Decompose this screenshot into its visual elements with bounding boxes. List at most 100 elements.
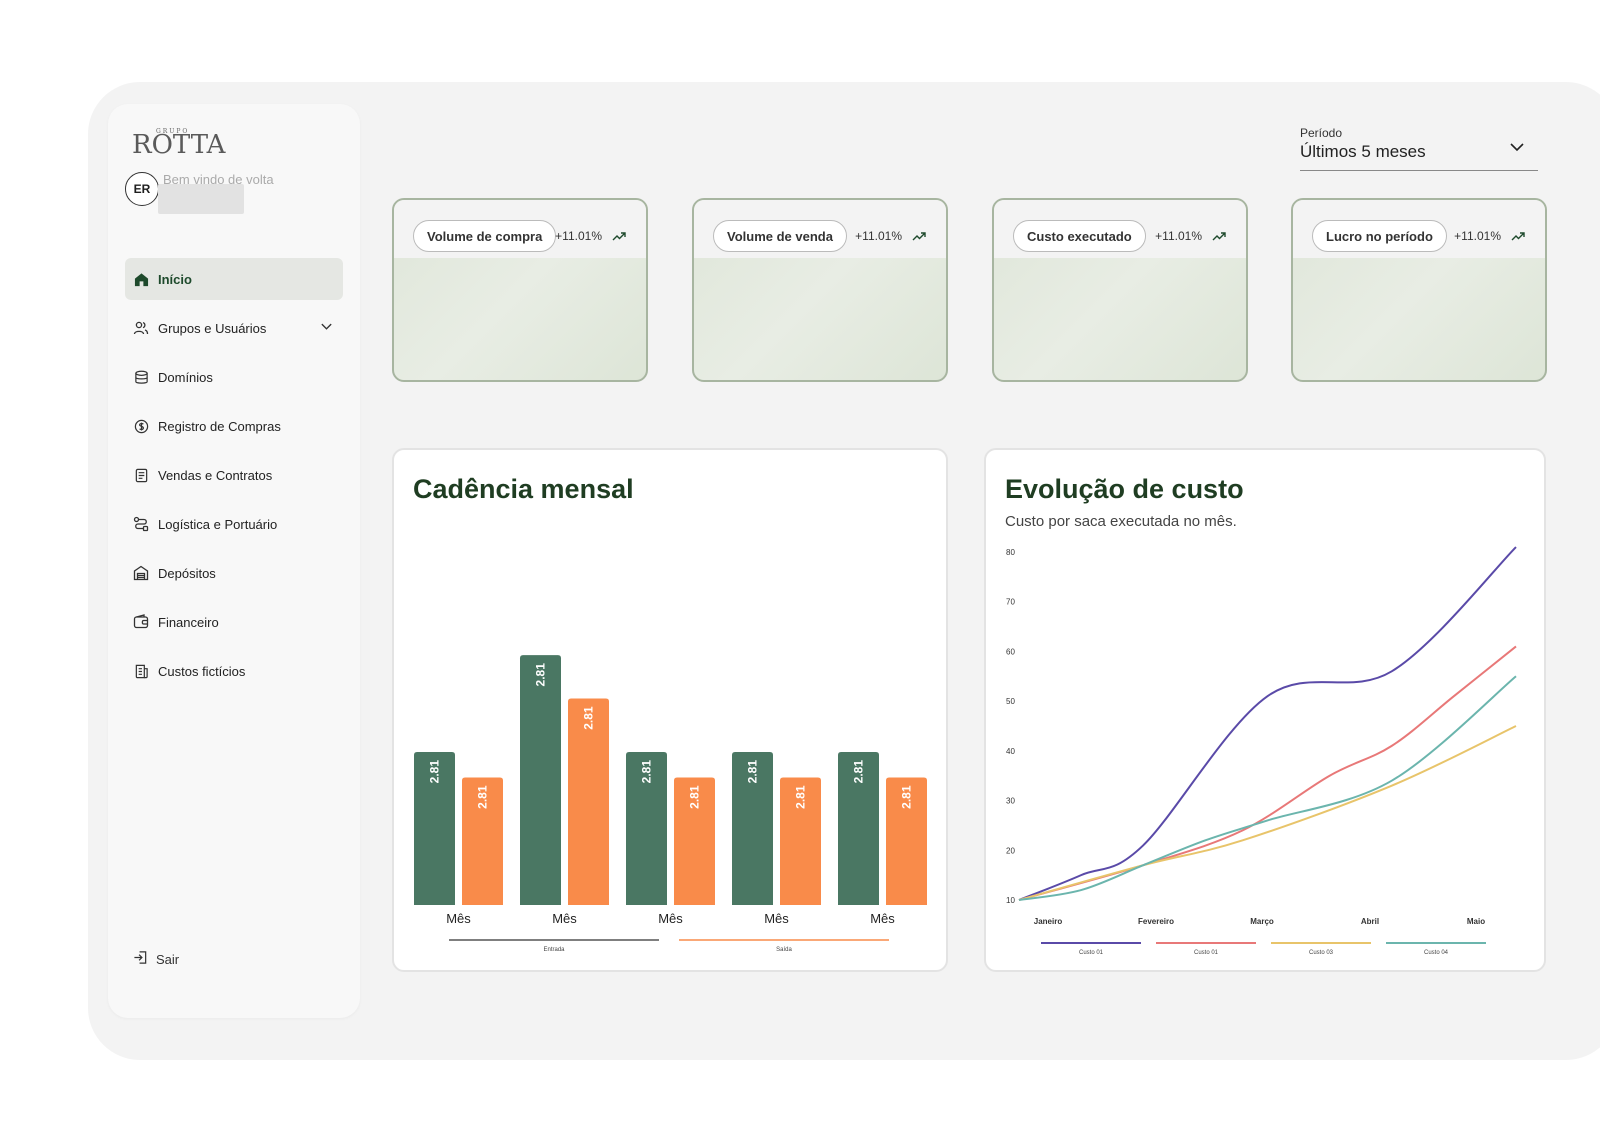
sidebar-item-label: Depósitos <box>158 565 216 581</box>
bar-entrada <box>838 752 879 905</box>
sidebar-item-depositos[interactable]: Depósitos <box>125 552 343 594</box>
x-tick-label: Mês <box>446 911 471 926</box>
bar-value-label: 2.81 <box>428 760 442 784</box>
sidebar-item-vendas-contratos[interactable]: Vendas e Contratos <box>125 454 343 496</box>
bar-value-label: 2.81 <box>534 663 548 687</box>
period-label: Período <box>1300 126 1343 140</box>
kpi-card-custo-executado[interactable]: Custo executado +11.01% <box>992 198 1248 382</box>
y-tick-label: 20 <box>1006 846 1015 855</box>
kpi-header: Volume de venda +11.01% <box>694 200 946 258</box>
period-value: Últimos 5 meses <box>1300 142 1426 161</box>
bar-value-label: 2.81 <box>582 706 596 730</box>
sidebar-item-grupos-usuarios[interactable]: Grupos e Usuários <box>125 307 343 349</box>
bar-value-label: 2.81 <box>688 785 702 809</box>
legend-entry: Custo 01 <box>1194 950 1219 956</box>
chart-title: Evolução de custo <box>1005 474 1244 504</box>
y-tick-label: 50 <box>1006 697 1015 706</box>
logout-label: Sair <box>156 951 180 967</box>
bar-value-label: 2.81 <box>852 760 866 784</box>
brand-group: GRUPO <box>156 128 190 135</box>
trending-up-icon <box>612 229 626 247</box>
kpi-delta: +11.01% <box>555 229 602 243</box>
legend-entry: Custo 04 <box>1424 950 1449 956</box>
bar-saída <box>886 777 927 905</box>
y-tick-label: 40 <box>1006 747 1015 756</box>
kpi-label: Custo executado <box>1013 220 1146 252</box>
kpi-delta: +11.01% <box>1454 229 1501 243</box>
kpi-card-volume-venda[interactable]: Volume de venda +11.01% <box>692 198 948 382</box>
kpi-card-volume-compra[interactable]: Volume de compra +11.01% <box>392 198 648 382</box>
database-icon <box>133 369 149 385</box>
kpi-label: Lucro no período <box>1312 220 1447 252</box>
home-icon <box>133 271 149 287</box>
kpi-delta: +11.01% <box>1155 229 1202 243</box>
document-icon <box>133 467 149 483</box>
bar-value-label: 2.81 <box>900 785 914 809</box>
x-tick-label: Mês <box>764 911 789 926</box>
kpi-card-lucro-periodo[interactable]: Lucro no período +11.01% <box>1291 198 1547 382</box>
bar-entrada <box>626 752 667 905</box>
y-tick-label: 70 <box>1006 598 1015 607</box>
y-tick-label: 60 <box>1006 647 1015 656</box>
bar-entrada <box>414 752 455 905</box>
kpi-header: Custo executado +11.01% <box>994 200 1246 258</box>
kpi-delta: +11.01% <box>855 229 902 243</box>
brand-name: ROTTA <box>132 130 226 160</box>
sidebar-item-label: Custos fictícios <box>158 663 246 679</box>
y-tick-label: 10 <box>1006 896 1015 905</box>
kpi-header: Lucro no período +11.01% <box>1293 200 1545 258</box>
sidebar-item-custos-ficticios[interactable]: Custos fictícios <box>125 650 343 692</box>
bar-saída <box>780 777 821 905</box>
sidebar-item-label: Financeiro <box>158 614 219 630</box>
sidebar-nav: Início Grupos e Usuários Domínios Regist… <box>125 258 343 699</box>
kpi-header: Volume de compra +11.01% <box>394 200 646 258</box>
x-tick-label: Fevereiro <box>1138 917 1174 926</box>
sidebar-item-label: Grupos e Usuários <box>158 320 267 336</box>
chevron-down-icon <box>1508 138 1526 161</box>
bar-entrada <box>732 752 773 905</box>
sidebar-item-inicio[interactable]: Início <box>125 258 343 300</box>
sidebar-item-label: Vendas e Contratos <box>158 467 273 483</box>
sidebar-item-label: Início <box>158 271 192 287</box>
y-tick-label: 80 <box>1006 548 1015 557</box>
bar-value-label: 2.81 <box>746 760 760 784</box>
sidebar-item-logistica-portuario[interactable]: Logística e Portuário <box>125 503 343 545</box>
avatar[interactable]: ER <box>125 172 159 206</box>
legend-entry: Saída <box>776 947 792 953</box>
y-tick-label: 30 <box>1006 797 1015 806</box>
legend-entry: Custo 01 <box>1079 950 1104 956</box>
line-chart: 10 20 30 40 50 60 70 80 Janeiro Fevereiro Março Abr… <box>1006 546 1517 956</box>
sidebar-item-label: Logística e Portuário <box>158 516 278 532</box>
series-line <box>1018 675 1517 901</box>
welcome-text: Bem vindo de volta <box>163 172 274 187</box>
series-line <box>1018 645 1517 901</box>
warehouse-icon <box>133 565 149 581</box>
kpi-label: Volume de venda <box>713 220 847 252</box>
bar-value-label: 2.81 <box>794 785 808 809</box>
trending-up-icon <box>1212 229 1226 247</box>
bar-saída <box>462 777 503 905</box>
x-tick-label: Mês <box>552 911 577 926</box>
x-tick-label: Maio <box>1467 917 1485 926</box>
x-tick-label: Abril <box>1361 917 1379 926</box>
sidebar-item-label: Domínios <box>158 369 213 385</box>
sidebar-item-registro-compras[interactable]: Registro de Compras <box>125 405 343 447</box>
sidebar-item-dominios[interactable]: Domínios <box>125 356 343 398</box>
logout-button[interactable]: Sair <box>133 950 179 968</box>
sidebar-item-financeiro[interactable]: Financeiro <box>125 601 343 643</box>
period-select[interactable]: Período Últimos 5 meses <box>1300 126 1538 171</box>
dollar-circle-icon <box>133 418 149 434</box>
trending-up-icon <box>1511 229 1525 247</box>
trending-up-icon <box>912 229 926 247</box>
bar-value-label: 2.81 <box>640 760 654 784</box>
legend-entry: Entrada <box>543 947 565 953</box>
receipt-icon <box>133 663 149 679</box>
x-tick-label: Mês <box>658 911 683 926</box>
x-tick-label: Mês <box>870 911 895 926</box>
users-icon <box>133 320 149 336</box>
chevron-down-icon[interactable] <box>320 320 333 336</box>
bar-chart: 2.81 2.81 Mês 2.81 2.81 Mês 2.81 2.81 Mês 2.81 2.8… <box>414 655 927 953</box>
bar-value-label: 2.81 <box>476 785 490 809</box>
sidebar-item-label: Registro de Compras <box>158 418 281 434</box>
user-name-redacted <box>158 184 244 214</box>
